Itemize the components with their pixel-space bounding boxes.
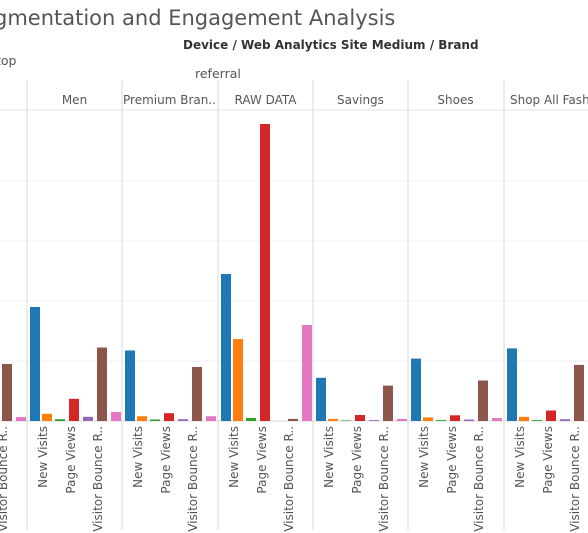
bar	[97, 347, 107, 421]
device-label: top	[0, 53, 17, 68]
x-tick-label: Page Views	[445, 426, 459, 494]
bar	[478, 380, 488, 421]
x-tick-label: Page Views	[64, 426, 78, 494]
bar	[423, 417, 433, 421]
bar	[341, 420, 351, 421]
bar	[288, 418, 298, 421]
bar	[178, 419, 188, 421]
x-tick-label: New Visits	[513, 426, 527, 488]
bar	[532, 420, 542, 421]
brand-header: Men	[62, 93, 87, 107]
brand-header: Shoes	[437, 93, 473, 107]
bar	[260, 124, 270, 421]
bar	[519, 416, 529, 421]
bar	[450, 415, 460, 421]
bar	[436, 420, 446, 421]
bar	[111, 412, 121, 421]
bar	[221, 274, 231, 421]
bar	[383, 385, 393, 421]
x-tick-label: Visitor Bounce R..	[377, 426, 391, 532]
medium-label: referral	[195, 66, 241, 81]
bar	[397, 418, 407, 421]
brand-header: RAW DATA	[235, 93, 298, 107]
x-tick-label: Visitor Bounce R..	[282, 426, 296, 532]
bar	[411, 358, 421, 421]
bar	[507, 348, 517, 421]
bar	[369, 420, 379, 421]
bar	[125, 350, 135, 421]
bar	[355, 415, 365, 421]
bar	[42, 413, 52, 421]
x-tick-label: Visitor Bounce R..	[568, 426, 582, 532]
bar	[246, 418, 256, 421]
brand-header: Premium Bran..	[123, 93, 216, 107]
bar	[546, 410, 556, 421]
x-tick-label: New Visits	[131, 426, 145, 488]
x-tick-label: Visitor Bounce R..	[472, 426, 486, 532]
x-tick-label: Visitor Bounce R..	[91, 426, 105, 532]
x-tick-label: Page Views	[255, 426, 269, 494]
x-tick-label: Visitor Bounce R..	[0, 426, 10, 532]
bar	[233, 339, 243, 421]
bar	[206, 416, 216, 421]
bar	[55, 419, 65, 421]
x-tick-label: New Visits	[417, 426, 431, 488]
x-tick-label: New Visits	[227, 426, 241, 488]
chart-subtitle: Device / Web Analytics Site Medium / Bra…	[183, 38, 479, 52]
brand-header: Shop All Fashi	[510, 93, 588, 107]
bar	[316, 377, 326, 421]
bar	[328, 418, 338, 421]
brand-header: Savings	[337, 93, 384, 107]
bar	[137, 416, 147, 421]
bar	[2, 364, 12, 421]
bar	[16, 417, 26, 421]
bar	[492, 418, 502, 421]
bar	[464, 419, 474, 421]
x-tick-label: Page Views	[350, 426, 364, 494]
chart-title: gmentation and Engagement Analysis	[0, 6, 396, 30]
x-tick-label: Page Views	[541, 426, 555, 494]
bar	[83, 416, 93, 421]
x-tick-label: Visitor Bounce R..	[186, 426, 200, 532]
bar	[192, 367, 202, 421]
bar	[560, 419, 570, 421]
bar	[30, 307, 40, 421]
x-tick-label: New Visits	[36, 426, 50, 488]
bar	[69, 398, 79, 421]
bar	[302, 325, 312, 421]
x-tick-label: New Visits	[322, 426, 336, 488]
bar	[574, 364, 584, 421]
bar	[150, 419, 160, 421]
x-tick-label: Page Views	[159, 426, 173, 494]
bar	[164, 413, 174, 421]
